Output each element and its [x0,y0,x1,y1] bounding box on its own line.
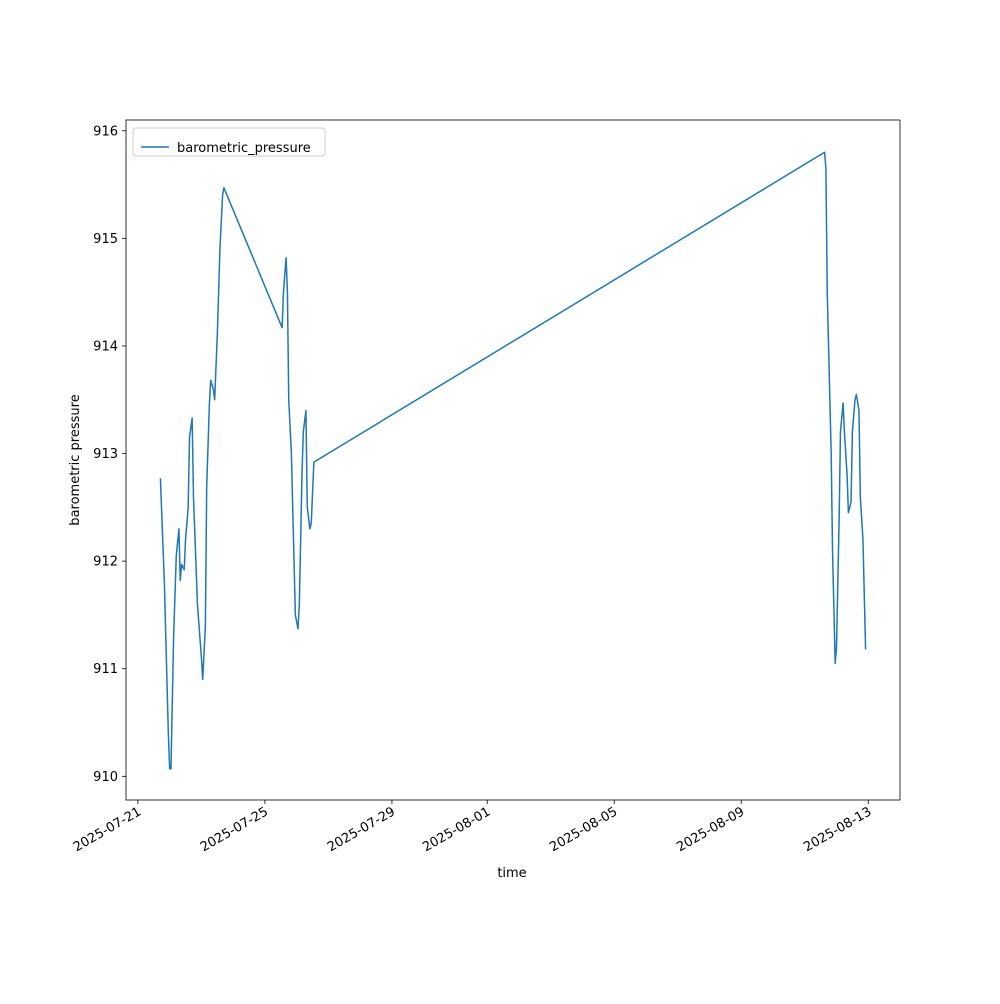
x-axis-label: time [497,866,526,881]
y-tick-label: 910 [93,770,118,785]
y-tick-label: 914 [93,339,118,354]
legend-box [132,127,326,157]
y-tick-label: 912 [93,555,118,570]
y-tick-label: 916 [93,124,118,139]
y-tick-label: 915 [93,232,118,247]
legend-label: barometric_pressure [177,141,311,156]
data-line [159,151,867,770]
plot-frame [125,119,901,801]
y-axis-label: barometric pressure [68,394,83,525]
y-tick-label: 913 [93,447,118,462]
y-tick-label: 911 [93,662,118,677]
